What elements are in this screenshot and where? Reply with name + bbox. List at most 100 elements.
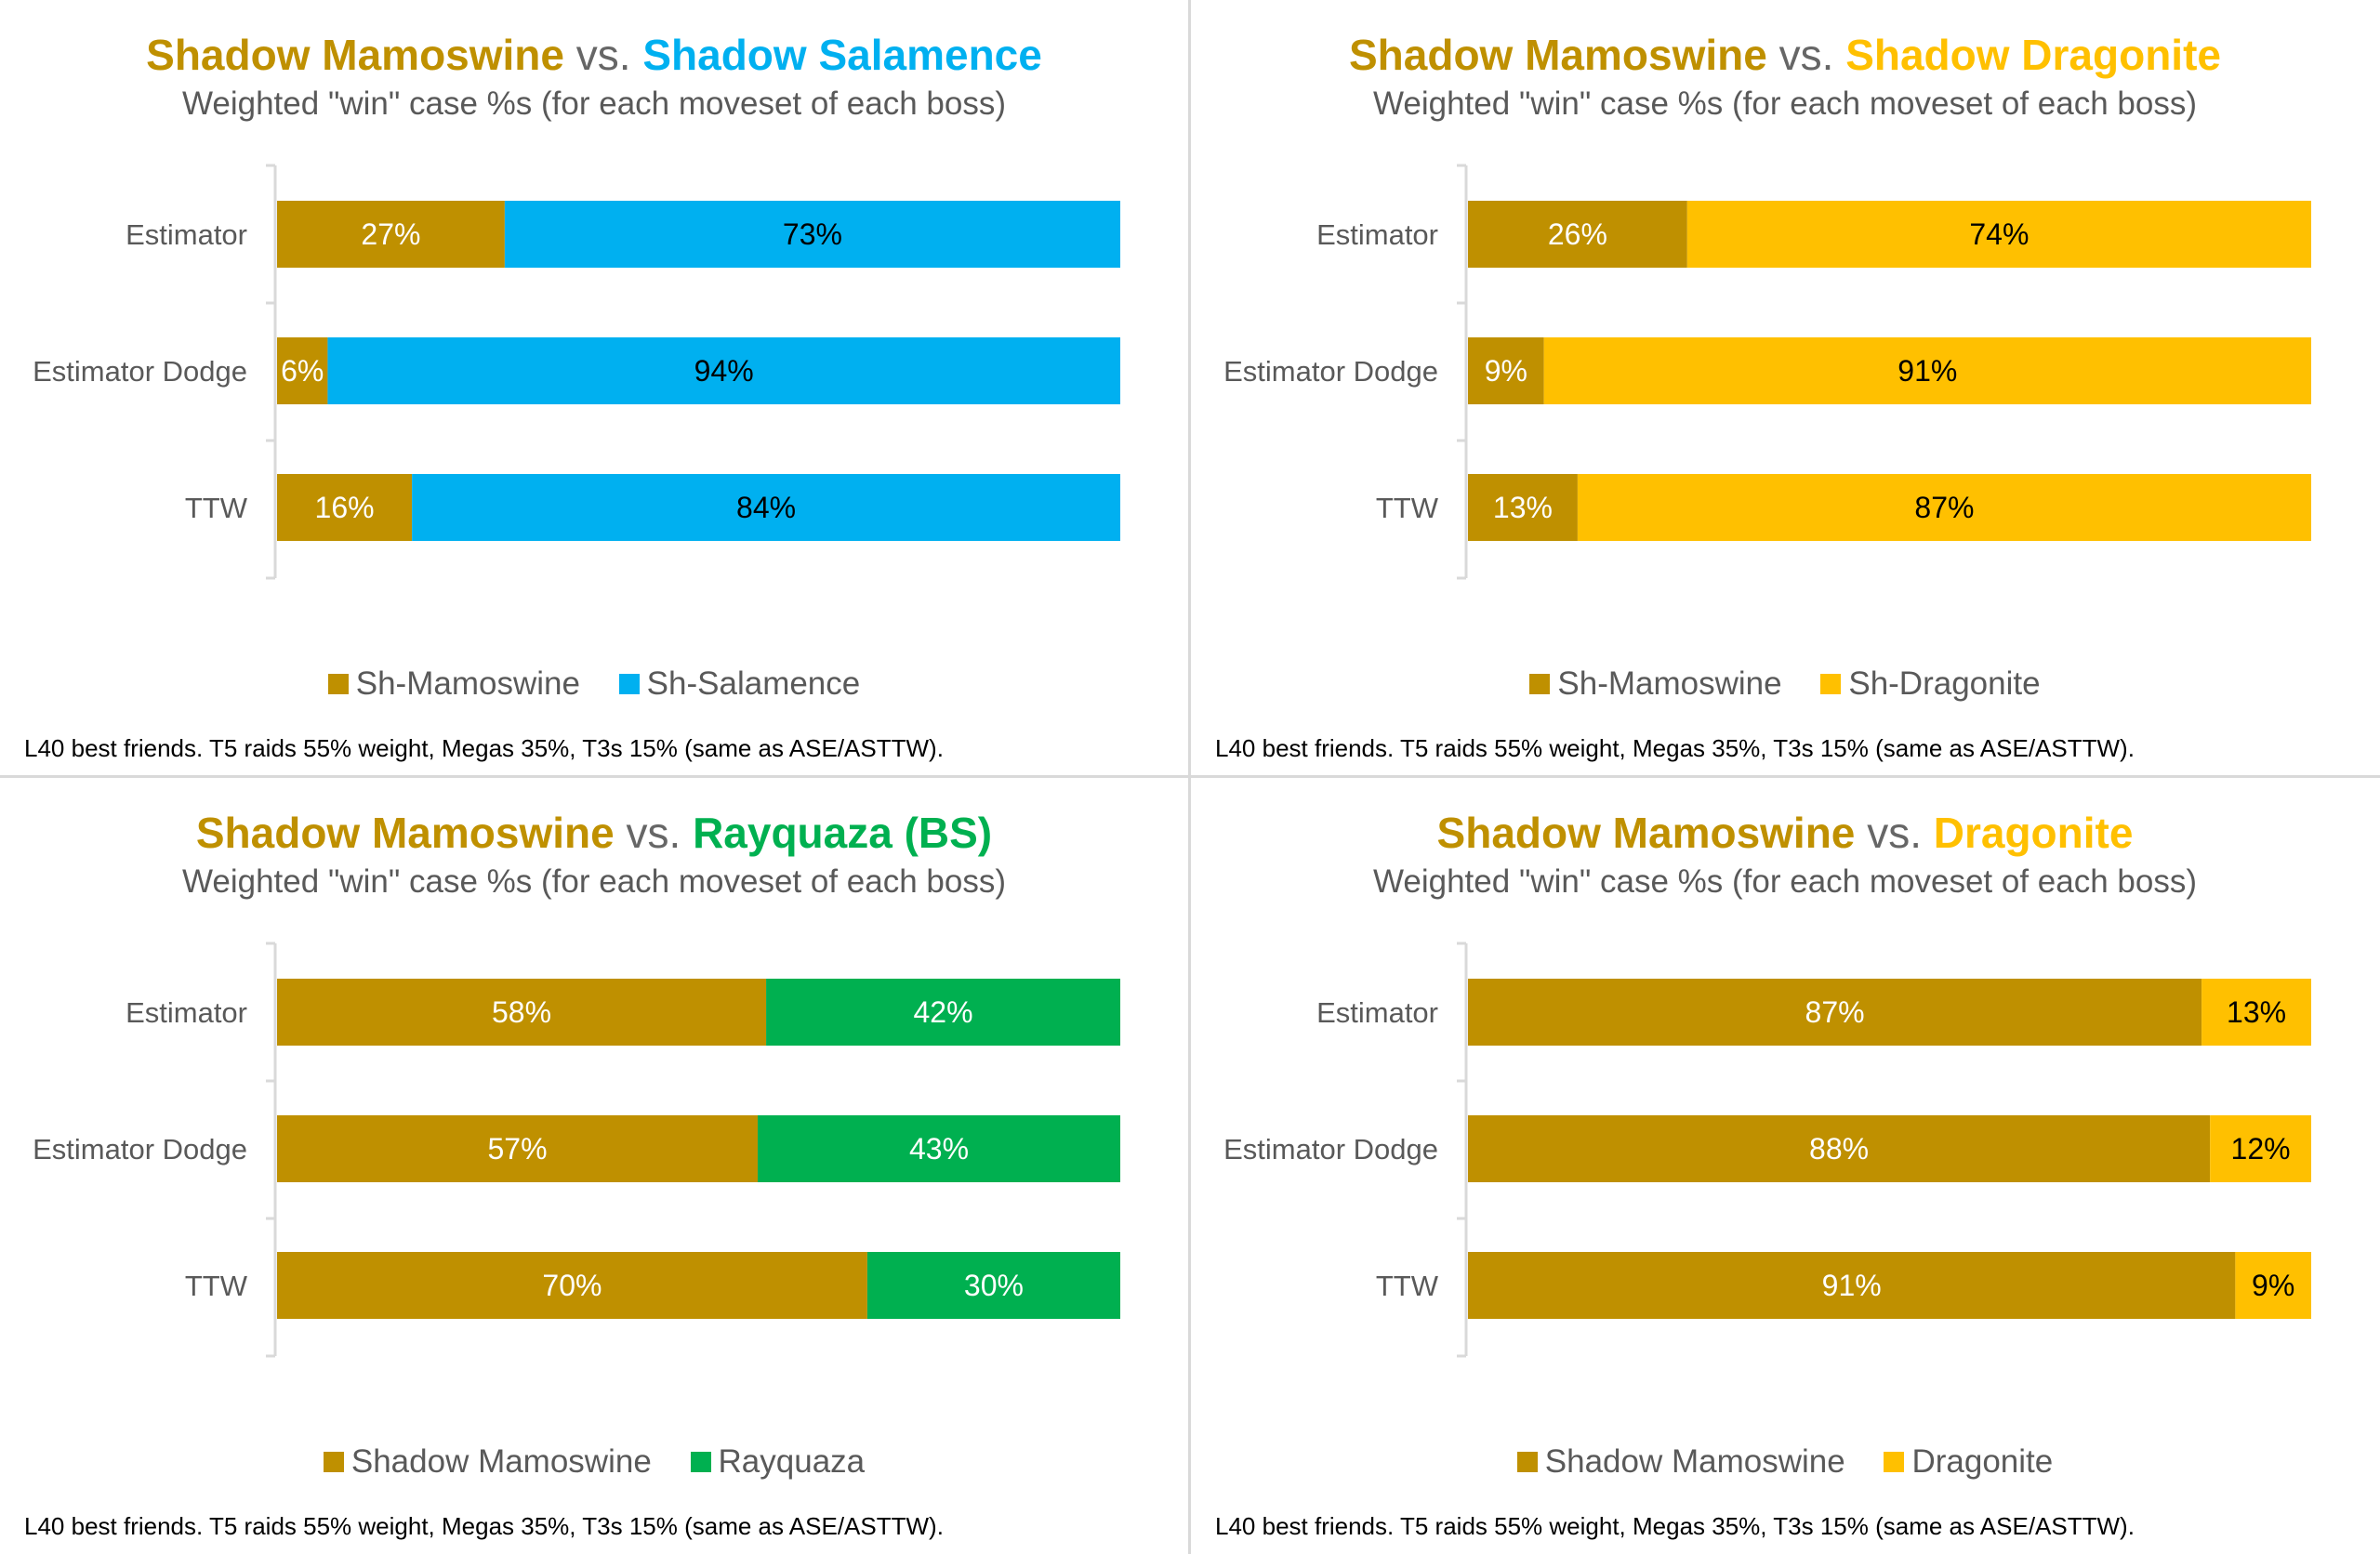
data-label: 42% [914, 995, 973, 1029]
footnote: L40 best friends. T5 raids 55% weight, M… [1215, 734, 2135, 762]
chart-subtitle: Weighted "win" case %s (for each moveset… [1372, 86, 2197, 122]
legend-swatch [1516, 1451, 1538, 1472]
legend-swatch [690, 1451, 711, 1472]
legend-label: Sh-Salamence [646, 665, 861, 702]
chart-subtitle: Weighted "win" case %s (for each moveset… [181, 86, 1006, 122]
bar-segment-mamoswine [277, 201, 505, 268]
title-vs: vs. [575, 31, 631, 79]
legend-label: Sh-Mamoswine [355, 665, 580, 702]
footnote: L40 best friends. T5 raids 55% weight, M… [1215, 1512, 2135, 1540]
data-label: 91% [1822, 1269, 1882, 1302]
bar-plot: Estimator 26% 74% Estimator Dodge 9% 91% TTW 13… [1223, 164, 2311, 580]
category-label: Estimator Dodge [33, 1133, 247, 1166]
legend-item: Sh-Mamoswine [327, 665, 580, 703]
bar-segment-opponent [766, 979, 1120, 1046]
chart-panel-salamence: Shadow Mamoswine vs. Shadow Salamence We… [0, 0, 1188, 775]
data-label: 91% [1897, 354, 1957, 388]
bar-segment-opponent [2202, 979, 2311, 1046]
category-label: Estimator [126, 996, 247, 1029]
title-left: Shadow Mamoswine [195, 809, 615, 857]
legend-swatch [323, 1451, 344, 1472]
data-label: 57% [487, 1132, 547, 1166]
data-label: 12% [2231, 1132, 2291, 1166]
legend-label: Shadow Mamoswine [1544, 1442, 1845, 1480]
category-label: TTW [185, 492, 248, 524]
bar-segment-opponent [1543, 337, 2311, 404]
bar-segment-opponent [327, 337, 1120, 404]
horizontal-divider [0, 775, 2380, 778]
chart-panel-rayquaza: Shadow Mamoswine vs. Rayquaza (BS) Weigh… [0, 778, 1188, 1553]
data-label: 30% [964, 1269, 1024, 1302]
title-right: Dragonite [1933, 809, 2134, 857]
title-right: Shadow Salamence [642, 31, 1042, 79]
data-label: 13% [2227, 995, 2286, 1029]
bar-segment-opponent [866, 1252, 1120, 1319]
legend-item: Sh-Salamence [618, 665, 861, 703]
data-label: 9% [2252, 1269, 2294, 1302]
footnote: L40 best friends. T5 raids 55% weight, M… [24, 1512, 944, 1540]
bar-segment-mamoswine [1468, 1115, 2211, 1182]
bar-segment-opponent [1686, 201, 2311, 268]
legend-swatch [1529, 673, 1551, 694]
data-label: 94% [694, 354, 754, 388]
legend-item: Shadow Mamoswine [1516, 1442, 1845, 1481]
data-label: 74% [1969, 217, 2029, 251]
chart-legend: Shadow Mamoswine Dragonite [1191, 1442, 2379, 1481]
category-label: TTW [1376, 492, 1439, 524]
legend-label: Sh-Mamoswine [1557, 665, 1782, 702]
category-label: TTW [1376, 1270, 1439, 1302]
bar-segment-mamoswine [1468, 201, 1687, 268]
chart-subtitle: Weighted "win" case %s (for each moveset… [181, 863, 1006, 900]
bar-segment-mamoswine [277, 979, 767, 1046]
data-label: 27% [361, 217, 420, 251]
bar-segment-mamoswine [1468, 1252, 2236, 1319]
legend-label: Dragonite [1911, 1442, 2054, 1480]
bar-segment-mamoswine [277, 474, 413, 541]
legend-label: Rayquaza [718, 1442, 866, 1480]
category-label: Estimator [126, 218, 247, 251]
bar-segment-mamoswine [1468, 979, 2202, 1046]
data-label: 26% [1548, 217, 1607, 251]
legend-item: Sh-Dragonite [1820, 665, 2041, 703]
legend-item: Rayquaza [690, 1442, 866, 1481]
chart-legend: Sh-Mamoswine Sh-Dragonite [1191, 664, 2379, 703]
category-label: Estimator Dodge [1223, 355, 1438, 388]
data-label: 9% [1485, 354, 1527, 388]
bar-segment-opponent [412, 474, 1120, 541]
category-label: Estimator Dodge [33, 355, 247, 388]
data-label: 16% [315, 491, 375, 524]
bar-segment-mamoswine [1468, 337, 1544, 404]
category-label: Estimator Dodge [1223, 1133, 1438, 1166]
bar-segment-mamoswine [277, 1115, 758, 1182]
data-label: 87% [1914, 491, 1974, 524]
data-label: 70% [542, 1269, 602, 1302]
chart-legend: Shadow Mamoswine Rayquaza [0, 1442, 1188, 1481]
bar-segment-mamoswine [1468, 474, 1578, 541]
legend-item: Shadow Mamoswine [323, 1442, 652, 1481]
data-label: 88% [1809, 1132, 1869, 1166]
bar-segment-opponent [504, 201, 1120, 268]
data-label: 13% [1493, 491, 1553, 524]
data-label: 58% [492, 995, 551, 1029]
title-left: Shadow Mamoswine [1348, 31, 1767, 79]
data-label: 87% [1805, 995, 1865, 1029]
data-label: 73% [783, 217, 842, 251]
bar-segment-mamoswine [277, 1252, 867, 1319]
title-right: Shadow Dragonite [1845, 31, 2221, 79]
legend-swatch [618, 673, 640, 694]
legend-swatch [1884, 1451, 1905, 1472]
legend-label: Shadow Mamoswine [350, 1442, 652, 1480]
title-vs: vs. [1778, 31, 1834, 79]
footnote: L40 best friends. T5 raids 55% weight, M… [24, 734, 944, 762]
bar-plot: Estimator 27% 73% Estimator Dodge 6% 94% TTW 16… [33, 164, 1120, 580]
data-label: 84% [736, 491, 796, 524]
category-label: TTW [185, 1270, 248, 1302]
data-label: 43% [909, 1132, 969, 1166]
chart-title: Shadow Mamoswine vs. Shadow Salamence [0, 30, 1188, 80]
legend-swatch [1820, 673, 1842, 694]
bar-segment-mamoswine [277, 337, 328, 404]
title-right: Rayquaza (BS) [693, 809, 993, 857]
legend-swatch [327, 673, 349, 694]
legend-label: Sh-Dragonite [1848, 665, 2041, 702]
title-vs: vs. [1867, 809, 1922, 857]
